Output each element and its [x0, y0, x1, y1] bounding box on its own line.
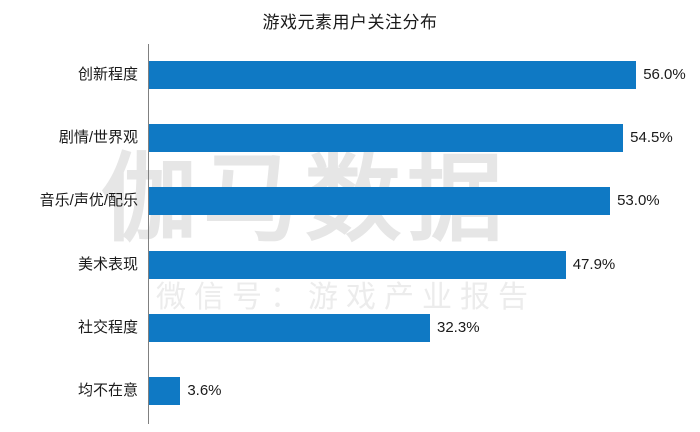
- bar[interactable]: [149, 61, 637, 89]
- bar-value-label: 56.0%: [643, 66, 686, 83]
- bar-value-label: 3.6%: [187, 382, 222, 399]
- bar[interactable]: [149, 313, 430, 342]
- bar-value-label: 32.3%: [437, 318, 480, 336]
- bar-row: 均不在意 3.6%: [0, 377, 700, 405]
- bar-row: 音乐/声优/配乐 53.0%: [0, 187, 700, 216]
- bar-value-label: 53.0%: [617, 192, 660, 210]
- category-label: 均不在意: [77, 382, 138, 399]
- category-label: 创新程度: [77, 66, 138, 83]
- bar-row: 剧情/世界观 54.5%: [0, 124, 700, 153]
- category-label: 社交程度: [77, 318, 138, 336]
- bar-row: 社交程度 32.3%: [0, 313, 700, 342]
- chart-title: 游戏元素用户关注分布: [262, 13, 438, 32]
- bar[interactable]: [149, 377, 181, 405]
- bar-value-label: 47.9%: [572, 255, 616, 273]
- bar[interactable]: [149, 187, 611, 216]
- bar[interactable]: [149, 250, 566, 279]
- bar-row: 创新程度 56.0%: [0, 61, 700, 89]
- y-axis-line: [148, 44, 149, 424]
- category-label: 剧情/世界观: [58, 129, 138, 147]
- bar-row: 美术表现 47.9%: [0, 250, 700, 279]
- category-label: 美术表现: [77, 255, 138, 273]
- bar-value-label: 54.5%: [630, 129, 673, 147]
- category-label: 音乐/声优/配乐: [39, 192, 138, 210]
- bar[interactable]: [149, 124, 624, 153]
